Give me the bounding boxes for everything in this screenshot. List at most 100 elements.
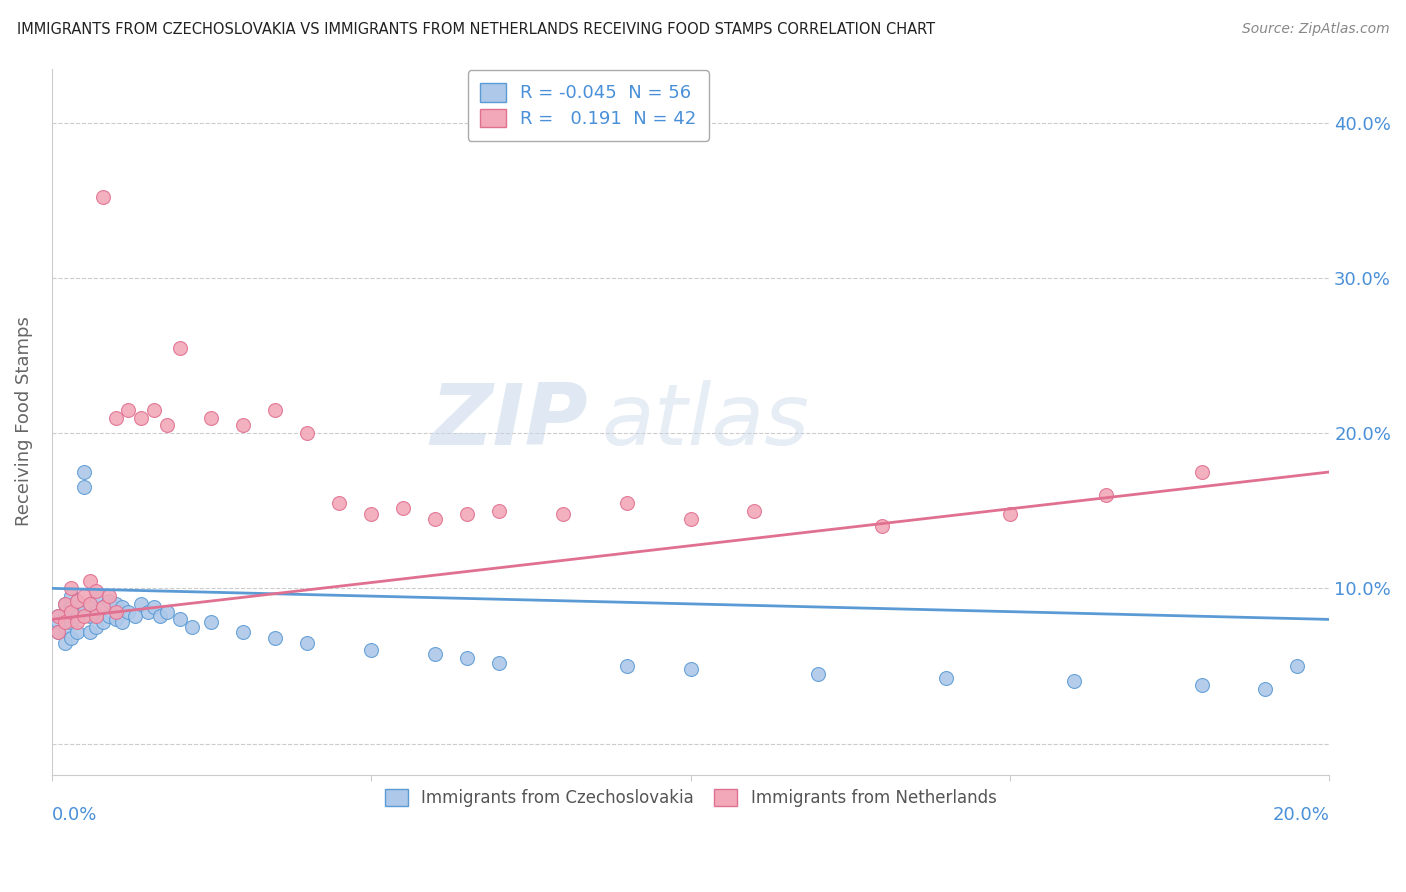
Point: [66, 609, 89, 624]
Point: [297, 426, 319, 441]
Point: [392, 500, 415, 515]
Text: IMMIGRANTS FROM CZECHOSLOVAKIA VS IMMIGRANTS FROM NETHERLANDS RECEIVING FOOD STA: IMMIGRANTS FROM CZECHOSLOVAKIA VS IMMIGR…: [17, 22, 935, 37]
Point: [86, 589, 108, 603]
Point: [111, 615, 134, 630]
Point: [104, 597, 127, 611]
Point: [79, 597, 101, 611]
Point: [73, 465, 96, 479]
Point: [679, 662, 702, 676]
Point: [124, 609, 146, 624]
Legend: Immigrants from Czechoslovakia, Immigrants from Netherlands: Immigrants from Czechoslovakia, Immigran…: [377, 780, 1005, 815]
Point: [91, 190, 114, 204]
Text: ZIP: ZIP: [430, 380, 588, 463]
Point: [53, 615, 76, 630]
Point: [1191, 677, 1213, 691]
Point: [142, 403, 165, 417]
Point: [1191, 465, 1213, 479]
Point: [616, 496, 638, 510]
Point: [129, 410, 152, 425]
Text: atlas: atlas: [602, 380, 808, 463]
Point: [156, 418, 179, 433]
Point: [66, 624, 89, 639]
Point: [98, 609, 121, 624]
Point: [53, 597, 76, 611]
Point: [169, 612, 191, 626]
Point: [423, 511, 446, 525]
Point: [488, 656, 510, 670]
Point: [998, 507, 1021, 521]
Point: [59, 631, 82, 645]
Point: [59, 605, 82, 619]
Point: [870, 519, 893, 533]
Point: [86, 620, 108, 634]
Point: [360, 507, 382, 521]
Point: [456, 651, 478, 665]
Point: [169, 341, 191, 355]
Point: [46, 624, 69, 639]
Text: 0.0%: 0.0%: [52, 806, 97, 824]
Point: [679, 511, 702, 525]
Point: [46, 609, 69, 624]
Point: [59, 615, 82, 630]
Point: [360, 643, 382, 657]
Point: [117, 605, 139, 619]
Y-axis label: Receiving Food Stamps: Receiving Food Stamps: [15, 317, 32, 526]
Point: [79, 597, 101, 611]
Point: [86, 609, 108, 624]
Point: [98, 589, 121, 603]
Point: [616, 659, 638, 673]
Point: [59, 582, 82, 596]
Point: [456, 507, 478, 521]
Point: [73, 589, 96, 603]
Point: [1286, 659, 1309, 673]
Point: [1094, 488, 1116, 502]
Point: [232, 624, 254, 639]
Point: [79, 574, 101, 588]
Point: [53, 635, 76, 649]
Point: [117, 403, 139, 417]
Point: [744, 504, 766, 518]
Point: [807, 666, 830, 681]
Point: [181, 620, 204, 634]
Point: [111, 599, 134, 614]
Text: Source: ZipAtlas.com: Source: ZipAtlas.com: [1241, 22, 1389, 37]
Point: [142, 599, 165, 614]
Point: [232, 418, 254, 433]
Point: [91, 615, 114, 630]
Point: [86, 605, 108, 619]
Point: [86, 584, 108, 599]
Point: [66, 615, 89, 630]
Point: [91, 599, 114, 614]
Point: [59, 599, 82, 614]
Point: [423, 647, 446, 661]
Point: [328, 496, 350, 510]
Point: [66, 594, 89, 608]
Point: [200, 410, 222, 425]
Point: [66, 594, 89, 608]
Point: [149, 609, 172, 624]
Text: 20.0%: 20.0%: [1272, 806, 1329, 824]
Point: [53, 597, 76, 611]
Point: [46, 624, 69, 639]
Point: [488, 504, 510, 518]
Point: [46, 609, 69, 624]
Point: [98, 594, 121, 608]
Point: [136, 605, 159, 619]
Point: [46, 615, 69, 630]
Point: [73, 605, 96, 619]
Point: [297, 635, 319, 649]
Point: [79, 609, 101, 624]
Point: [264, 403, 287, 417]
Point: [79, 624, 101, 639]
Point: [73, 609, 96, 624]
Point: [59, 589, 82, 603]
Point: [129, 597, 152, 611]
Point: [53, 620, 76, 634]
Point: [551, 507, 574, 521]
Point: [53, 605, 76, 619]
Point: [200, 615, 222, 630]
Point: [935, 671, 957, 685]
Point: [264, 631, 287, 645]
Point: [91, 599, 114, 614]
Point: [104, 605, 127, 619]
